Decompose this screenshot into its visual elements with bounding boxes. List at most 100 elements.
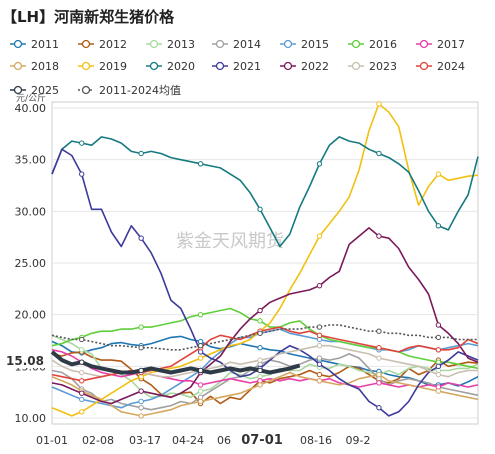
data-point	[138, 404, 144, 411]
legend-label: 2013	[167, 38, 195, 51]
data-point	[435, 171, 442, 177]
data-point	[257, 330, 263, 336]
data-point	[257, 206, 263, 212]
data-point	[257, 367, 263, 374]
legend-swatch-marker	[215, 61, 225, 71]
data-point	[79, 378, 85, 384]
legend-label: 2022	[301, 60, 329, 73]
series-line	[51, 136, 479, 248]
x-tick-label: 09-2	[346, 434, 371, 447]
data-point	[316, 324, 323, 330]
legend-label: 2017	[437, 38, 465, 51]
data-point	[376, 345, 382, 351]
data-point	[257, 357, 263, 363]
data-point	[138, 388, 144, 394]
y-tick-label: 25.00	[15, 257, 47, 270]
x-tick-label: 02-08	[82, 434, 114, 447]
data-point	[197, 161, 204, 167]
current-value-label: 15.08	[6, 354, 44, 368]
legend-swatch-marker	[81, 85, 91, 95]
series-line	[51, 335, 479, 387]
data-point	[376, 380, 382, 386]
y-tick-label: 10.00	[15, 412, 47, 425]
series-line	[51, 353, 479, 411]
data-point	[79, 396, 85, 403]
legend-swatch-marker	[351, 39, 361, 49]
data-point	[376, 404, 382, 411]
series-line	[51, 371, 479, 417]
x-tick-label: 06	[217, 434, 231, 447]
legend-label: 2025	[31, 84, 59, 97]
data-point	[197, 398, 204, 405]
data-point	[316, 361, 323, 367]
series-line	[51, 227, 479, 405]
legend-swatch-marker	[283, 61, 293, 71]
y-tick-label: 35.00	[15, 154, 47, 167]
series-line	[51, 307, 479, 370]
data-point	[197, 382, 204, 388]
legend-swatch-marker	[13, 85, 23, 95]
data-point	[79, 369, 85, 376]
chart-title: 【LH】河南新郑生猪价格	[2, 8, 175, 26]
data-point	[376, 101, 382, 107]
data-point	[435, 388, 442, 394]
legend-label: 2016	[369, 38, 397, 51]
data-point	[138, 235, 144, 241]
data-point	[316, 342, 323, 349]
data-point	[79, 390, 85, 396]
data-point	[138, 150, 144, 157]
x-tick-label: 08-16	[300, 434, 332, 447]
data-point	[138, 413, 144, 419]
x-tick-label: 03-17	[129, 434, 161, 447]
legend-label: 2020	[167, 60, 195, 73]
data-point	[376, 355, 382, 361]
data-point	[197, 311, 204, 318]
legend-swatch-marker	[419, 39, 429, 49]
data-point	[257, 307, 263, 314]
data-point	[435, 347, 442, 353]
data-point	[257, 345, 263, 351]
data-point	[316, 355, 323, 361]
y-tick-label: 20.00	[15, 309, 47, 322]
legend-label: 2011	[31, 38, 59, 51]
legend-label: 2019	[99, 60, 127, 73]
data-point	[197, 355, 204, 361]
data-point	[316, 332, 323, 339]
data-point	[79, 171, 85, 177]
data-point	[79, 140, 85, 146]
data-point	[316, 161, 323, 167]
data-point	[316, 233, 323, 239]
site-watermark: www.365jz.com	[372, 434, 478, 448]
legend-swatch-marker	[215, 39, 225, 49]
data-point	[435, 223, 442, 229]
data-point	[435, 371, 442, 378]
legend-swatch-marker	[149, 61, 159, 71]
data-point	[376, 233, 382, 239]
legend-label: 2024	[437, 60, 465, 73]
data-point	[435, 363, 442, 370]
data-point	[316, 283, 323, 289]
data-point	[316, 378, 323, 384]
data-point	[435, 322, 442, 328]
legend-swatch-marker	[81, 39, 91, 49]
data-point	[197, 388, 204, 394]
legend-swatch-marker	[283, 39, 293, 49]
x-tick-label: 01-01	[36, 434, 68, 447]
data-point	[79, 336, 85, 343]
legend-swatch-marker	[13, 39, 23, 49]
legend-swatch-marker	[13, 61, 23, 71]
data-point	[376, 150, 382, 157]
data-point	[435, 334, 442, 341]
legend-swatch-marker	[351, 61, 361, 71]
legend: 2011 2012 2013 2014 2015 2016 2017 2018 2019 2020…	[10, 38, 465, 97]
data-point	[197, 367, 204, 374]
legend-label: 2014	[233, 38, 261, 51]
data-point	[376, 371, 382, 378]
data-point	[257, 318, 263, 324]
legend-label: 2018	[31, 60, 59, 73]
x-tick-label: 07-01	[241, 433, 283, 448]
data-point	[138, 398, 144, 405]
series-line	[51, 148, 479, 417]
